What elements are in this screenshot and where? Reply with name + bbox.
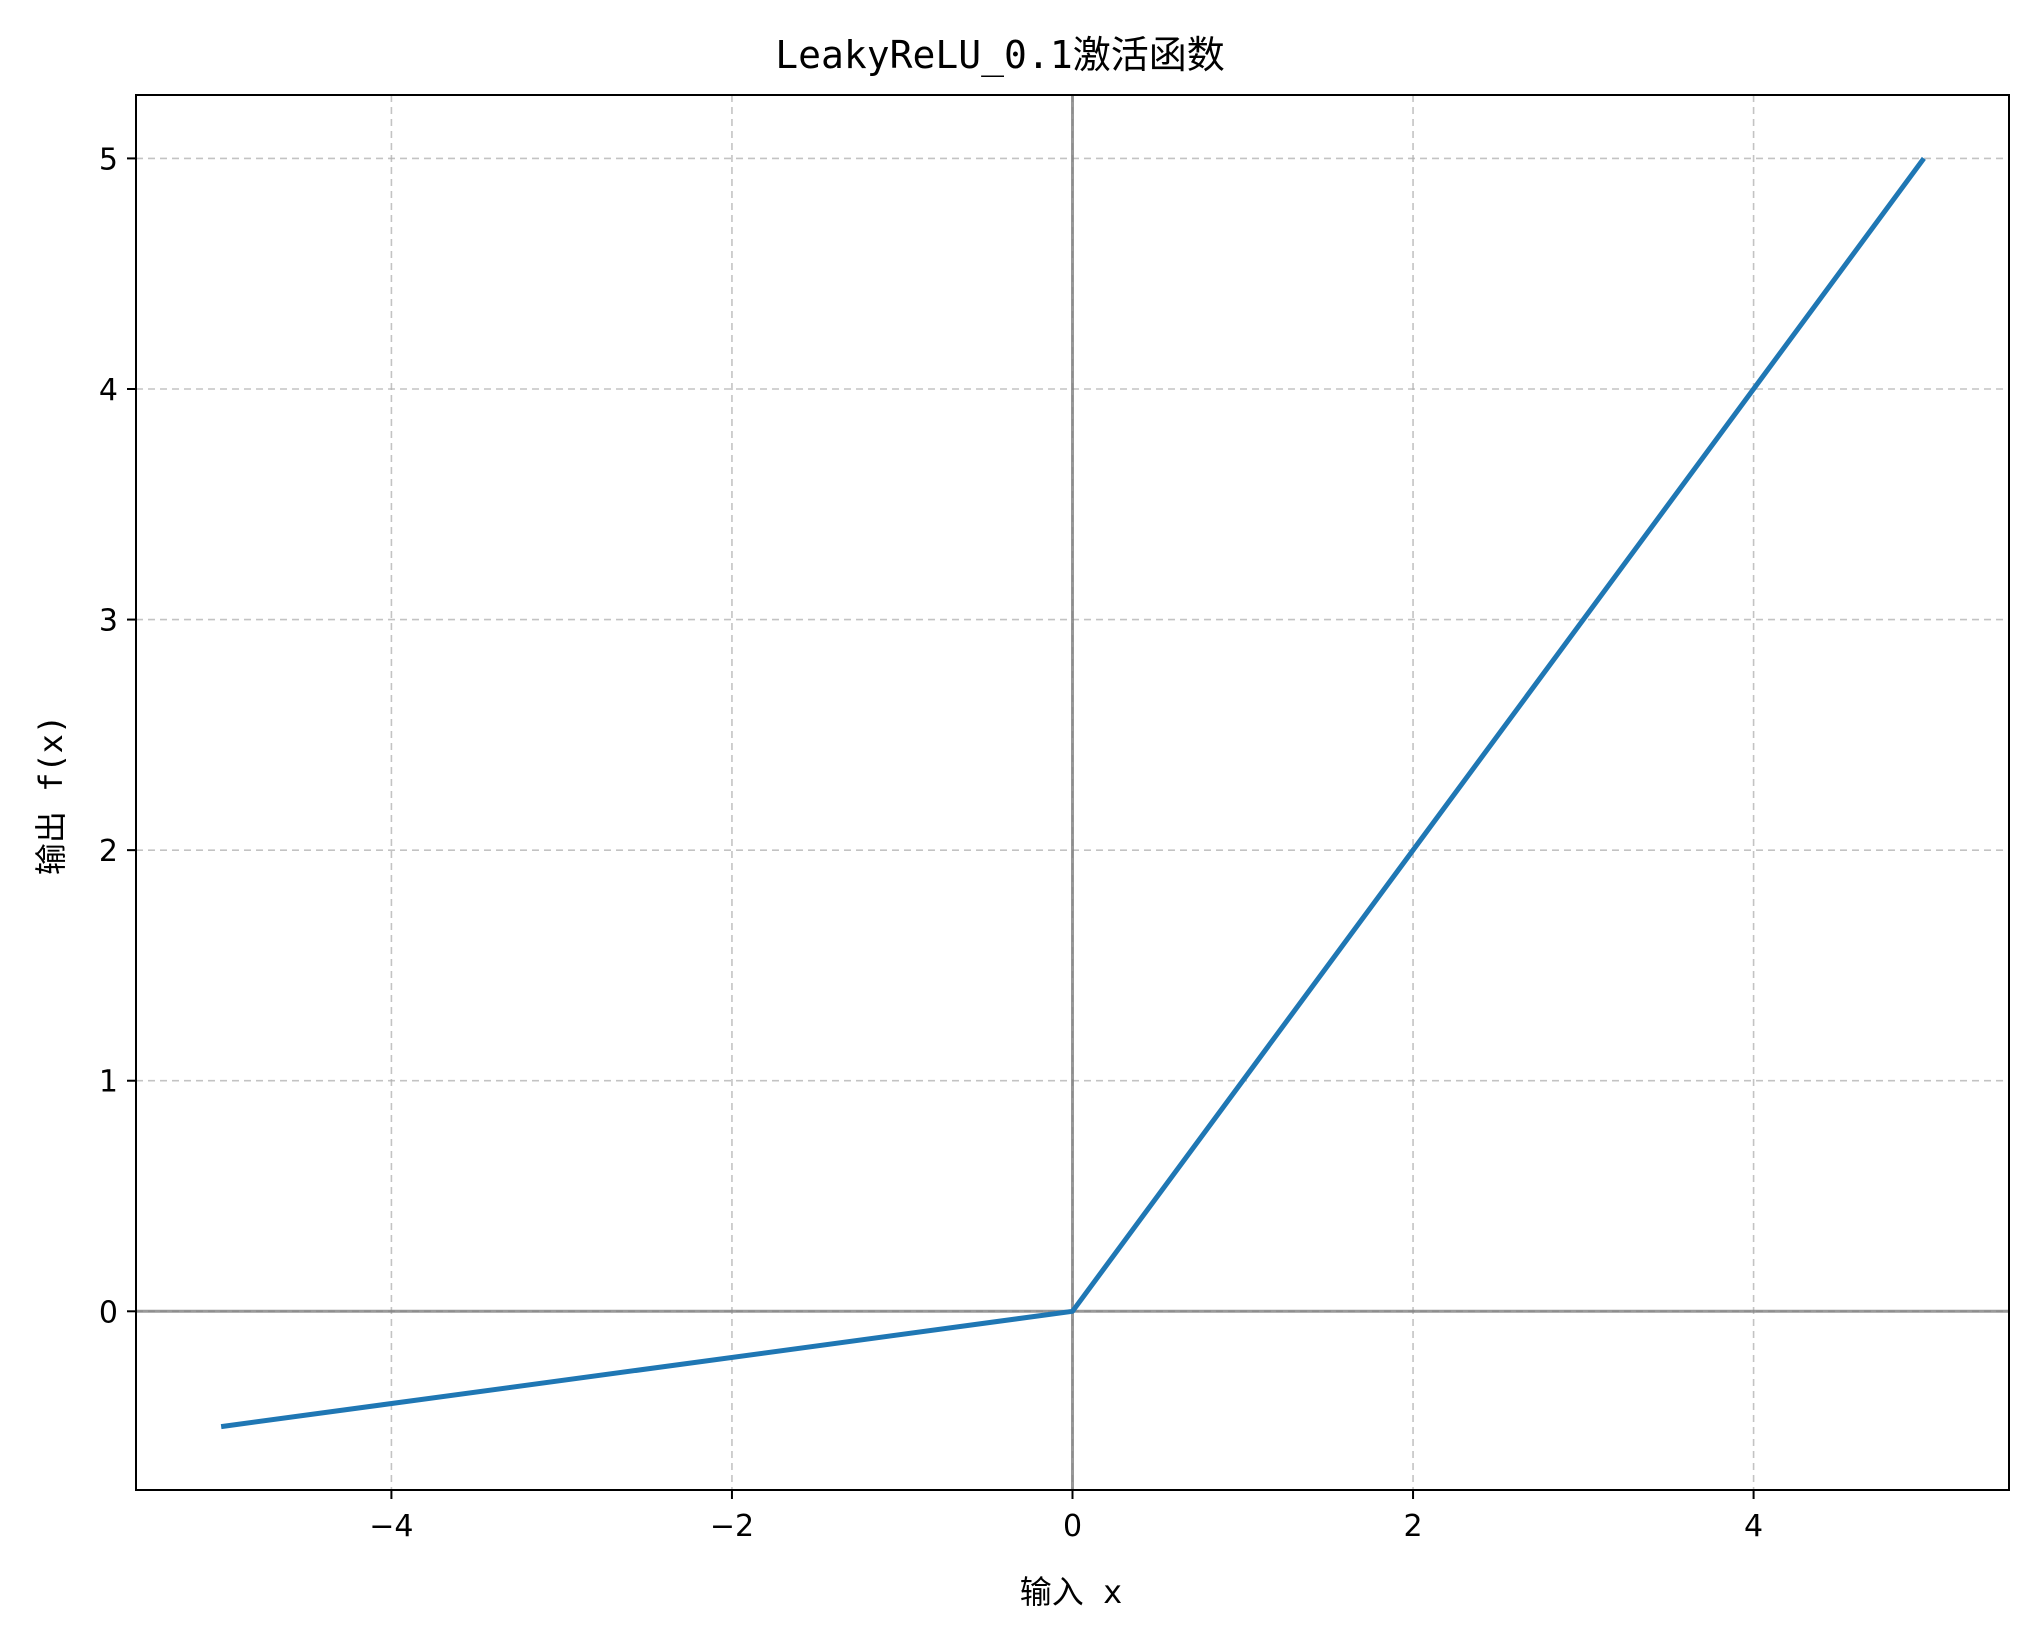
y-tick-label: 5	[99, 142, 118, 177]
y-axis-label: 输出 f(x)	[32, 715, 70, 875]
series-line	[220, 156, 1926, 1430]
x-tick-label: 4	[1744, 1509, 1763, 1544]
chart-title: LeakyReLU_0.1激活函数	[775, 33, 1224, 78]
y-tick-label: 2	[99, 834, 118, 869]
x-tick-label: 0	[1063, 1509, 1082, 1544]
x-tick-label: −4	[369, 1509, 413, 1544]
x-tick-label: 2	[1403, 1509, 1422, 1544]
plot-area: −4 −2 0 2 4 0 1 2 3 4 5	[99, 94, 2010, 1544]
y-tick-label: 0	[99, 1295, 118, 1330]
y-tick-label: 3	[99, 604, 118, 639]
x-axis-label: 输入 x	[1020, 1573, 1123, 1611]
x-tick-label: −2	[710, 1509, 754, 1544]
y-tick-label: 4	[99, 373, 118, 408]
y-tick-label: 1	[99, 1065, 118, 1100]
